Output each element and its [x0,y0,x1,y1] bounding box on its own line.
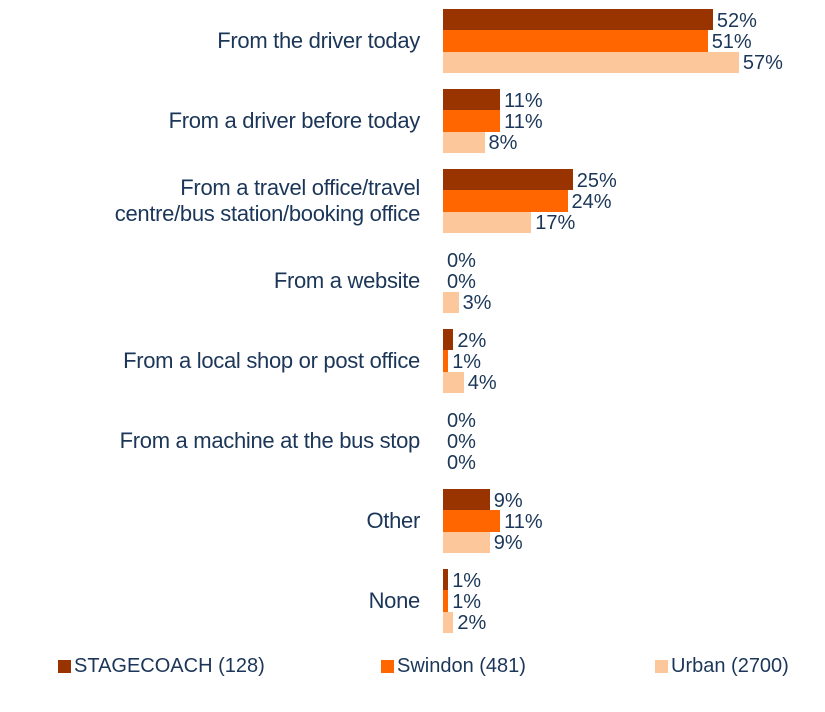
legend-label: Swindon (481) [397,655,526,677]
category-label: From a website [273,267,420,293]
value-label: 1% [452,350,482,373]
legend-label: STAGECOACH (128) [74,655,265,677]
bar [443,371,464,393]
bar [443,291,459,313]
bar [443,131,485,153]
bar [443,350,449,372]
value-label: 11% [504,110,543,133]
bar [443,190,568,212]
category-label: Other [366,507,420,533]
value-label: 2% [457,612,487,635]
bar [443,510,501,532]
bar [443,30,708,52]
category-label: From a driver before today [168,107,421,133]
bar [443,590,449,612]
bar [443,9,713,31]
bar [443,169,573,191]
category-label: From the driver today [217,27,420,53]
bar [443,89,501,111]
category-label: From a local shop or post office [123,347,420,373]
value-label: 52% [716,9,757,32]
value-label: 9% [493,532,523,555]
category-label: None [368,587,421,613]
value-label: 0% [447,409,476,432]
value-label: 8% [488,132,518,155]
value-label: 25% [576,169,617,192]
bar [443,51,739,73]
legend-label: Urban (2700) [671,655,789,677]
value-label: 51% [711,30,752,53]
category-label: From a travel office/travel centre/bus s… [114,174,421,226]
value-label: 2% [457,329,487,352]
value-label: 0% [447,452,476,475]
value-label: 57% [742,52,783,75]
bar [443,611,454,633]
value-label: 24% [571,190,612,213]
value-label: 11% [504,89,543,112]
value-label: 1% [452,569,482,592]
value-label: 4% [467,372,497,395]
value-label: 11% [504,510,543,533]
value-label: 3% [462,292,492,315]
value-label: 1% [452,590,482,613]
value-label: 0% [447,430,476,453]
bar [443,489,490,511]
bar [443,569,449,591]
legend-swatch [381,660,394,673]
bar [443,211,532,233]
legend-swatch [655,660,668,673]
value-label: 0% [447,249,476,272]
bar [443,531,490,553]
value-label: 17% [535,212,576,235]
bar [443,329,454,351]
legend-swatch [58,660,71,673]
value-label: 0% [447,270,476,293]
value-label: 9% [493,489,523,512]
category-label: From a machine at the bus stop [119,427,421,453]
bar [443,110,501,132]
